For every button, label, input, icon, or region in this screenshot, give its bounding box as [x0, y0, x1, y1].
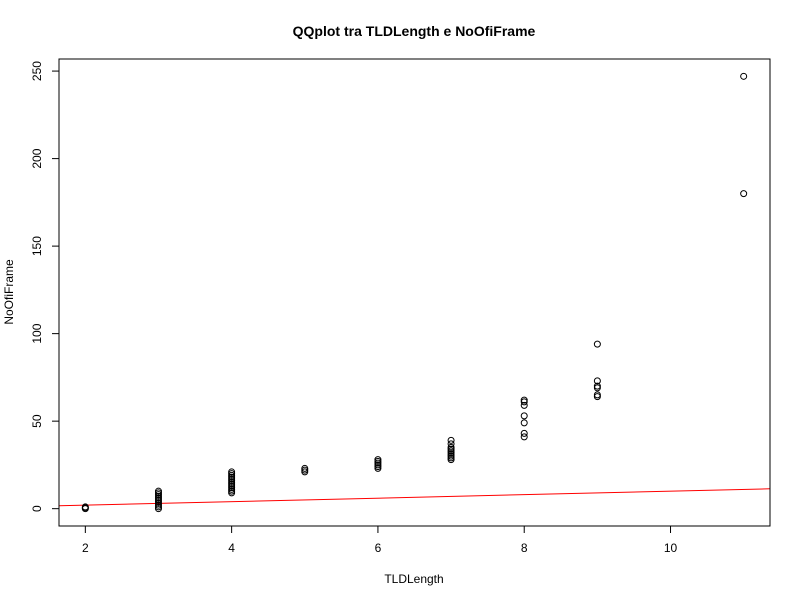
y-tick-label: 100: [30, 323, 44, 343]
data-point: [520, 433, 528, 441]
data-point: [593, 382, 601, 390]
x-tick-label: 2: [82, 541, 89, 555]
data-point: [593, 377, 601, 385]
y-tick-label: 0: [30, 505, 44, 512]
data-point: [447, 436, 455, 444]
x-axis-label: TLDLength: [384, 572, 443, 586]
data-point: [520, 401, 528, 409]
data-point: [81, 503, 89, 511]
y-tick-label: 50: [30, 414, 44, 428]
chart-title: QQplot tra TLDLength e NoOfiFrame: [293, 23, 536, 39]
y-tick-label: 150: [30, 236, 44, 256]
x-tick-label: 8: [521, 541, 528, 555]
x-tick-label: 6: [375, 541, 382, 555]
y-axis: 0 50 100 150 200 250: [30, 61, 60, 512]
data-point: [228, 468, 236, 476]
data-point: [374, 456, 382, 464]
data-point: [593, 391, 601, 399]
data-point: [593, 340, 601, 348]
data-point: [154, 487, 162, 495]
data-point: [520, 396, 528, 404]
x-tick-label: 10: [664, 541, 678, 555]
y-tick-label: 200: [30, 148, 44, 168]
data-point: [520, 429, 528, 437]
y-axis-label: NoOfiFrame: [2, 259, 16, 325]
y-tick-label: 250: [30, 61, 44, 81]
data-point: [520, 412, 528, 420]
data-point: [447, 443, 455, 451]
x-axis: 2 4 6 8 10: [82, 525, 678, 555]
data-point: [301, 464, 309, 472]
plot-frame: [58, 58, 771, 527]
data-point: [520, 419, 528, 427]
reference-line: [59, 488, 770, 507]
data-point: [740, 190, 748, 198]
data-point: [740, 72, 748, 80]
x-tick-label: 4: [228, 541, 235, 555]
plot-region: [59, 72, 770, 513]
data-point: [447, 440, 455, 448]
